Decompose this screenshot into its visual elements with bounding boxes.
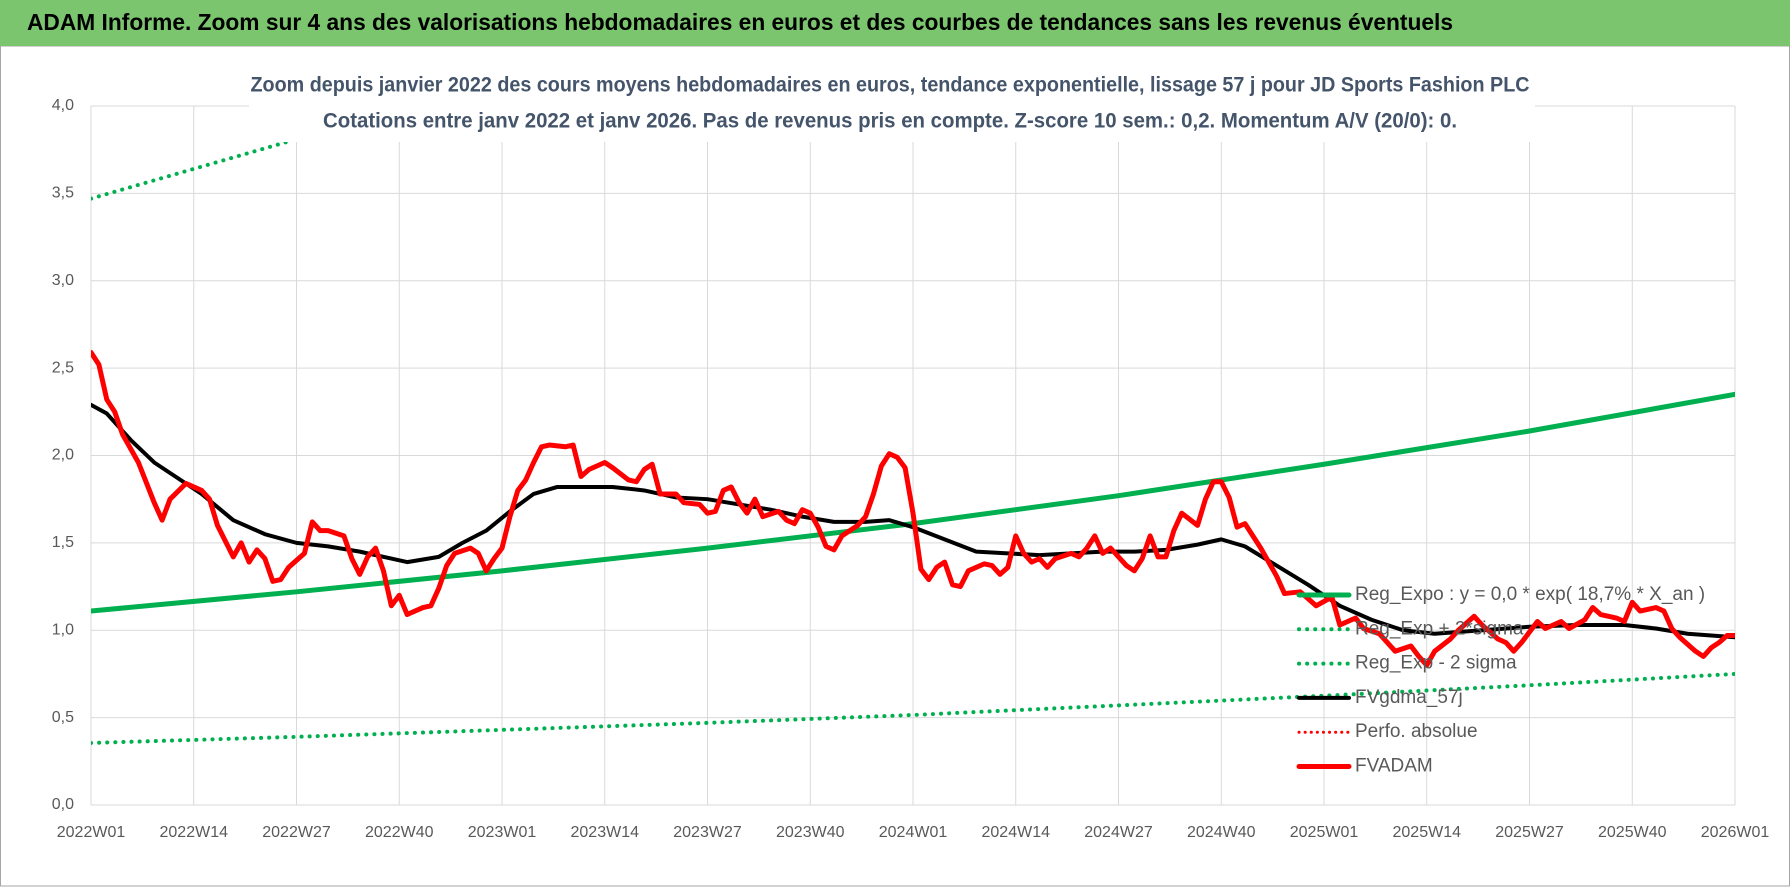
legend: Reg_Expo : y = 0,0 * exp( 18,7% * X_an )… <box>1296 584 1705 777</box>
x-tick-label: 2022W14 <box>160 824 229 841</box>
x-tick-label: 2022W27 <box>262 824 331 841</box>
title-bar <box>0 0 1790 46</box>
y-tick-label: 1,0 <box>52 621 74 638</box>
axes: 0,0 0,5 1,0 1,5 2,0 2,5 3,0 3,5 4,0 2022W01 2022W1… <box>52 97 1770 841</box>
series-line <box>91 402 1735 640</box>
x-tick-label: 2023W27 <box>673 824 742 841</box>
x-tick-label: 2023W14 <box>571 824 640 841</box>
y-tick-label: 0,5 <box>52 709 74 726</box>
legend-label: Reg_Exp - 2 sigma <box>1355 653 1517 674</box>
x-tick-label: 2025W01 <box>1290 824 1359 841</box>
chart-title: ADAM Informe. Zoom sur 4 ans des valoris… <box>27 9 1453 35</box>
chart-subtitle: Cotations entre janv 2022 et janv 2026. … <box>323 110 1457 133</box>
x-tick-label: 2024W14 <box>982 824 1051 841</box>
y-tick-label: 3,0 <box>52 272 74 289</box>
x-tick-label: 2022W01 <box>57 824 126 841</box>
y-tick-label: 2,0 <box>52 447 74 464</box>
x-tick-label: 2023W01 <box>468 824 537 841</box>
x-tick-label: 2026W01 <box>1701 824 1770 841</box>
x-tick-label: 2022W40 <box>365 824 434 841</box>
legend-label: FVgdma_57j <box>1355 687 1463 708</box>
x-tick-label: 2023W40 <box>776 824 845 841</box>
series-line <box>91 671 1735 745</box>
y-tick-label: 4,0 <box>52 97 74 114</box>
x-tick-label: 2025W14 <box>1393 824 1462 841</box>
y-tick-label: 0,0 <box>52 796 74 813</box>
y-tick-label: 2,5 <box>52 359 74 376</box>
y-tick-label: 3,5 <box>52 185 74 202</box>
x-tick-label: 2025W40 <box>1598 824 1667 841</box>
y-tick-label: 1,5 <box>52 534 74 551</box>
x-tick-label: 2025W27 <box>1495 824 1564 841</box>
chart-subtitle: Zoom depuis janvier 2022 des cours moyen… <box>251 74 1530 97</box>
legend-label: FVADAM <box>1355 756 1433 777</box>
legend-label: Reg_Expo : y = 0,0 * exp( 18,7% * X_an ) <box>1355 584 1705 605</box>
x-tick-label: 2024W01 <box>879 824 948 841</box>
series-line <box>91 349 1735 668</box>
x-tick-label: 2024W27 <box>1084 824 1153 841</box>
legend-label: Perfo. absolue <box>1355 721 1478 742</box>
series-area <box>91 106 1735 745</box>
x-tick-label: 2024W40 <box>1187 824 1256 841</box>
subtitle-box <box>249 68 1535 142</box>
legend-label: Reg_Exp + 2*sigma <box>1355 618 1524 639</box>
